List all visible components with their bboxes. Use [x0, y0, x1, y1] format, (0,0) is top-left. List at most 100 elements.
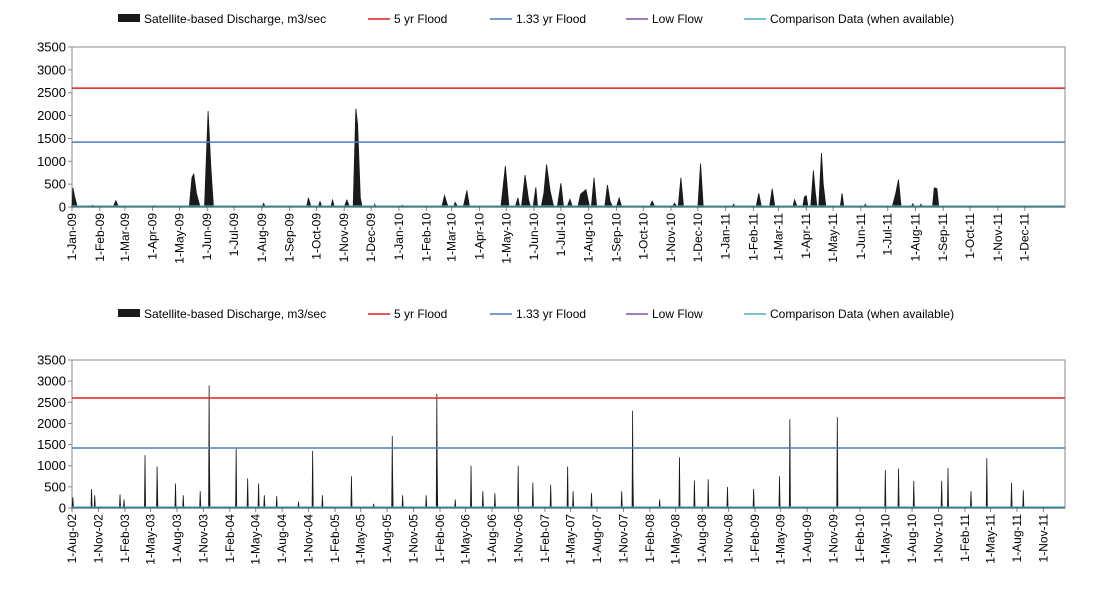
chart-panel-top: Satellite-based Discharge, m3/sec 5 yr Fl…: [0, 0, 1094, 296]
x-tick-label: 1-Aug-08: [695, 514, 709, 564]
x-tick-label: 1-Feb-08: [643, 514, 657, 563]
discharge-area: [71, 385, 1065, 509]
x-tick-label: 1-Feb-04: [223, 514, 237, 563]
x-tick-label: 1-Nov-09: [337, 213, 351, 263]
y-axis: 0 500 1000 1500 2000 2500 3000 3500: [37, 40, 72, 215]
legend-item-comparison: Comparison Data (when available): [744, 307, 954, 321]
x-tick-label: 1-Feb-09: [748, 514, 762, 563]
x-tick-label: 1-Sep-11: [936, 213, 950, 262]
x-axis: 1-Jan-09 1-Feb-09 1-Mar-09 1-Apr-09 1-May-09…: [65, 207, 1032, 264]
x-tick-label: 1-Mar-09: [118, 213, 132, 262]
legend: Satellite-based Discharge, m3/sec 5 yr Fl…: [118, 307, 954, 321]
x-tick-label: 1-Nov-10: [664, 213, 678, 263]
x-tick-label: 1-Feb-05: [328, 514, 342, 563]
x-tick-label: 1-May-11: [984, 514, 998, 564]
x-tick-label: 1-Nov-04: [302, 514, 316, 564]
x-tick-label: 1-Feb-09: [93, 213, 107, 262]
x-tick-label: 1-Jul-11: [881, 213, 895, 256]
x-tick-label: 1-Mar-10: [445, 213, 459, 262]
x-tick-label: 1-Feb-06: [433, 514, 447, 563]
legend-item-flood133: 1.33 yr Flood: [490, 12, 586, 26]
x-tick-label: 1-Aug-09: [800, 514, 814, 564]
x-tick-label: 1-Dec-09: [364, 213, 378, 263]
x-tick-label: 1-Feb-10: [420, 213, 434, 262]
x-tick-label: 1-Jan-09: [65, 213, 79, 261]
x-tick-label: 1-Dec-11: [1018, 213, 1032, 262]
y-tick-label: 2000: [37, 416, 66, 431]
legend-item-lowflow: Low Flow: [626, 12, 703, 26]
legend-label-comparison: Comparison Data (when available): [770, 12, 954, 26]
y-tick-label: 0: [59, 501, 66, 516]
x-tick-label: 1-Aug-11: [1010, 514, 1024, 563]
y-tick-label: 1000: [37, 154, 66, 169]
x-tick-label: 1-Feb-11: [958, 514, 972, 562]
x-tick-label: 1-Feb-03: [118, 514, 132, 563]
legend-swatch-discharge: [118, 14, 140, 22]
discharge-area: [71, 108, 1065, 208]
x-tick-label: 1-Feb-10: [853, 514, 867, 563]
x-tick-label: 1-Nov-10: [932, 514, 946, 564]
y-tick-label: 1500: [37, 131, 66, 146]
legend-item-comparison: Comparison Data (when available): [744, 12, 954, 26]
x-tick-label: 1-Dec-10: [691, 213, 705, 263]
x-tick-label: 1-Nov-03: [196, 514, 210, 564]
x-tick-label: 1-Aug-03: [170, 514, 184, 564]
legend-label-flood133: 1.33 yr Flood: [516, 12, 586, 26]
y-tick-label: 3000: [37, 374, 66, 389]
x-tick-label: 1-Aug-05: [380, 514, 394, 564]
y-tick-label: 3500: [37, 353, 66, 368]
x-tick-label: 1-May-09: [774, 514, 788, 565]
x-tick-label: 1-Oct-09: [309, 213, 323, 260]
legend-label-flood133: 1.33 yr Flood: [516, 307, 586, 321]
x-tick-label: 1-Nov-08: [722, 514, 736, 564]
x-tick-label: 1-Jul-09: [227, 213, 241, 257]
x-tick-label: 1-May-10: [879, 514, 893, 565]
legend-item-discharge: Satellite-based Discharge, m3/sec: [118, 12, 326, 26]
legend-label-comparison: Comparison Data (when available): [770, 307, 954, 321]
x-tick-label: 1-Sep-09: [283, 213, 297, 263]
x-tick-label: 1-Jun-09: [200, 213, 214, 261]
x-axis: 1-Aug-02 1-Nov-02 1-Feb-03 1-May-03 1-Aug-03…: [65, 508, 1050, 565]
x-tick-label: 1-May-03: [143, 514, 157, 565]
x-tick-label: 1-Mar-11: [771, 213, 785, 261]
legend-item-flood133: 1.33 yr Flood: [490, 307, 586, 321]
plot-area: [71, 359, 1066, 509]
legend-label-flood5: 5 yr Flood: [394, 307, 447, 321]
x-tick-label: 1-Nov-11: [1036, 514, 1050, 563]
x-tick-label: 1-Aug-02: [65, 514, 79, 564]
x-tick-label: 1-Jan-11: [719, 213, 733, 260]
x-tick-label: 1-Jun-11: [854, 213, 868, 260]
legend-swatch-discharge: [118, 309, 140, 317]
legend-item-flood5: 5 yr Flood: [368, 307, 447, 321]
x-tick-label: 1-Aug-10: [905, 514, 919, 564]
x-tick-label: 1-Apr-11: [799, 213, 813, 259]
legend-item-flood5: 5 yr Flood: [368, 12, 447, 26]
y-tick-label: 2000: [37, 108, 66, 123]
x-tick-label: 1-Apr-09: [146, 213, 160, 260]
x-tick-label: 1-Nov-05: [407, 514, 421, 564]
y-tick-label: 2500: [37, 395, 66, 410]
x-tick-label: 1-May-07: [564, 514, 578, 565]
x-tick-label: 1-May-08: [669, 514, 683, 565]
legend-label-discharge: Satellite-based Discharge, m3/sec: [144, 12, 326, 26]
x-tick-label: 1-Aug-11: [908, 213, 922, 262]
y-tick-label: 3500: [37, 40, 66, 55]
x-tick-label: 1-Jan-10: [392, 213, 406, 261]
y-tick-label: 2500: [37, 85, 66, 100]
x-tick-label: 1-May-09: [172, 213, 186, 264]
legend-label-lowflow: Low Flow: [652, 12, 703, 26]
discharge-chart-2009-2011: Satellite-based Discharge, m3/sec 5 yr Fl…: [37, 12, 1066, 264]
x-tick-label: 1-May-10: [499, 213, 513, 264]
x-tick-label: 1-May-04: [249, 514, 263, 565]
x-tick-label: 1-May-11: [826, 213, 840, 263]
x-tick-label: 1-May-05: [354, 514, 368, 565]
y-tick-label: 500: [44, 479, 66, 494]
x-tick-label: 1-Nov-07: [616, 514, 630, 564]
x-tick-label: 1-Nov-06: [511, 514, 525, 564]
x-tick-label: 1-Sep-10: [609, 213, 623, 263]
x-tick-label: 1-Jul-10: [554, 213, 568, 257]
x-tick-label: 1-Aug-04: [275, 514, 289, 564]
discharge-chart-2002-2011: Satellite-based Discharge, m3/sec 5 yr Fl…: [37, 307, 1066, 565]
y-tick-label: 3000: [37, 62, 66, 77]
x-tick-label: 1-Aug-07: [590, 514, 604, 564]
